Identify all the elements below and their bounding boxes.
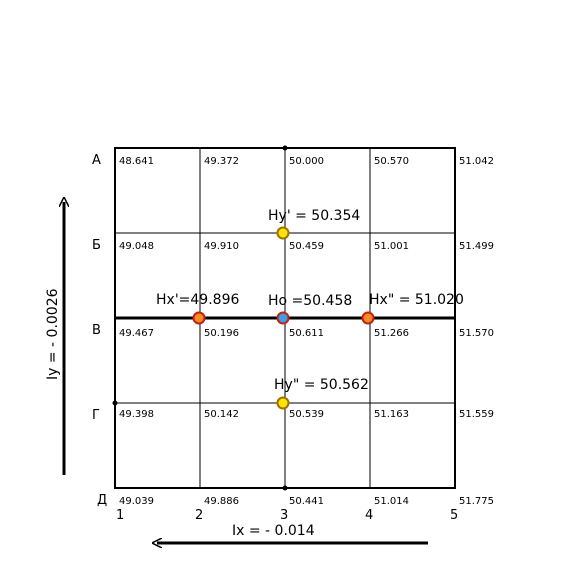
grid-value: 50.539 — [289, 409, 324, 420]
grid-value: 51.001 — [374, 241, 409, 252]
grid-value: 50.570 — [374, 156, 409, 167]
annotation: Hy' = 50.354 — [268, 208, 360, 224]
grid-value: 49.910 — [204, 241, 239, 252]
row-label: В — [92, 323, 101, 338]
grid-value: 51.559 — [459, 409, 494, 420]
annotation: Hx'=49.896 — [156, 292, 239, 308]
dot — [282, 485, 288, 491]
column-label: 4 — [365, 508, 373, 523]
grid-value: 51.042 — [459, 156, 494, 167]
grid-value: 50.441 — [289, 496, 324, 507]
grid-value: 51.014 — [374, 496, 409, 507]
dot — [112, 400, 118, 406]
grid-value: 50.459 — [289, 241, 324, 252]
marker — [361, 311, 375, 325]
grid-value: 51.163 — [374, 409, 409, 420]
row-label: Б — [92, 238, 101, 253]
row-label: Г — [92, 408, 100, 423]
grid-value: 49.886 — [204, 496, 239, 507]
grid-value: 50.611 — [289, 328, 324, 339]
grid-value: 51.499 — [459, 241, 494, 252]
grid-value: 48.641 — [119, 156, 154, 167]
dot — [282, 145, 288, 151]
marker — [276, 226, 290, 240]
grid-value: 49.039 — [119, 496, 154, 507]
row-label: А — [92, 153, 101, 168]
row-label: Д — [97, 493, 107, 508]
grid-value: 50.000 — [289, 156, 324, 167]
gradient-label: Iy = - 0.0026 — [45, 288, 61, 380]
grid-value: 49.398 — [119, 409, 154, 420]
grid-value: 49.372 — [204, 156, 239, 167]
column-label: 5 — [450, 508, 458, 523]
grid-value: 51.570 — [459, 328, 494, 339]
annotation: Hy" = 50.562 — [274, 377, 369, 393]
column-label: 2 — [195, 508, 203, 523]
grid-value: 50.196 — [204, 328, 239, 339]
annotation: Ho =50.458 — [268, 293, 352, 309]
grid-value: 51.266 — [374, 328, 409, 339]
gradient-label: Ix = - 0.014 — [232, 523, 315, 539]
grid-value: 51.775 — [459, 496, 494, 507]
column-label: 1 — [116, 508, 124, 523]
marker — [276, 311, 290, 325]
annotation: Hx" = 51.020 — [369, 292, 464, 308]
grid-value: 50.142 — [204, 409, 239, 420]
grid-value: 49.048 — [119, 241, 154, 252]
marker — [192, 311, 206, 325]
grid-value: 49.467 — [119, 328, 154, 339]
marker — [276, 396, 290, 410]
column-label: 3 — [280, 508, 288, 523]
